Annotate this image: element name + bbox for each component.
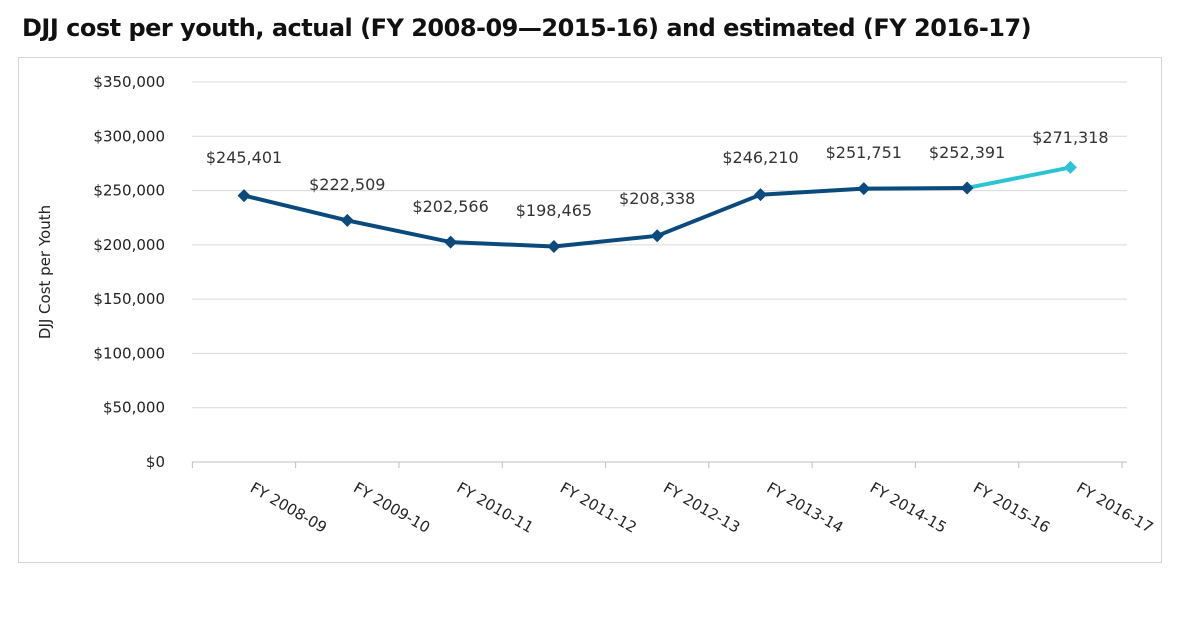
x-tick-label: FY 2014-15: [867, 479, 950, 537]
x-tick-label: FY 2009-10: [350, 479, 433, 537]
data-point-marker: [237, 189, 251, 203]
data-point-marker: [340, 213, 354, 227]
x-tick-label: FY 2011-12: [557, 479, 640, 537]
y-tick-label: $300,000: [93, 127, 165, 145]
data-label: $271,318: [1032, 128, 1108, 147]
x-tick-labels: FY 2008-09 FY 2009-10 FY 2010-11 FY 2011-12…: [247, 479, 1156, 537]
data-label: $222,509: [309, 175, 385, 194]
chart-title: DJJ cost per youth, actual (FY 2008-09—2…: [22, 14, 1032, 42]
series-lines: [242, 165, 1073, 249]
data-label: $202,566: [412, 197, 488, 216]
data-label: $198,465: [516, 201, 592, 220]
data-label: $208,338: [619, 189, 695, 208]
y-tick-label: $50,000: [103, 399, 165, 417]
data-label: $251,751: [826, 143, 902, 162]
data-point-marker: [960, 181, 974, 195]
data-label: $246,210: [722, 148, 798, 167]
estimated-series-line: [965, 165, 1073, 190]
data-markers: [237, 160, 1077, 254]
data-point-marker: [857, 182, 871, 196]
y-tick-label: $350,000: [93, 73, 165, 91]
y-tick-label: $100,000: [93, 344, 165, 362]
y-tick-labels: $0 $50,000 $100,000 $150,000 $200,000 $250,00…: [93, 73, 165, 471]
gridlines: [192, 81, 1127, 409]
actual-series-line: [242, 185, 970, 249]
y-tick-label: $0: [146, 453, 165, 471]
x-tick-label: FY 2008-09: [247, 479, 330, 537]
x-axis: [191, 461, 1127, 468]
x-tick-label: FY 2010-11: [454, 479, 537, 537]
data-point-marker: [1063, 160, 1077, 174]
x-tick-label: FY 2016-17: [1073, 479, 1156, 537]
y-tick-label: $150,000: [93, 290, 165, 308]
x-tick-label: FY 2012-13: [660, 479, 743, 537]
x-tick-label: FY 2015-16: [970, 479, 1053, 537]
x-tick-label: FY 2013-14: [764, 479, 847, 537]
data-point-marker: [650, 229, 664, 243]
data-label: $252,391: [929, 143, 1005, 162]
data-point-marker: [754, 188, 767, 202]
y-tick-label: $200,000: [93, 236, 165, 254]
chart-frame: [18, 57, 1162, 563]
data-point-marker: [444, 235, 458, 249]
data-labels: $245,401 $222,509 $202,566 $198,465 $208,338…: [206, 128, 1109, 220]
y-axis-title: DJJ Cost per Youth: [36, 205, 54, 339]
data-label: $245,401: [206, 148, 282, 167]
data-point-marker: [547, 240, 561, 254]
y-tick-label: $250,000: [93, 182, 165, 200]
